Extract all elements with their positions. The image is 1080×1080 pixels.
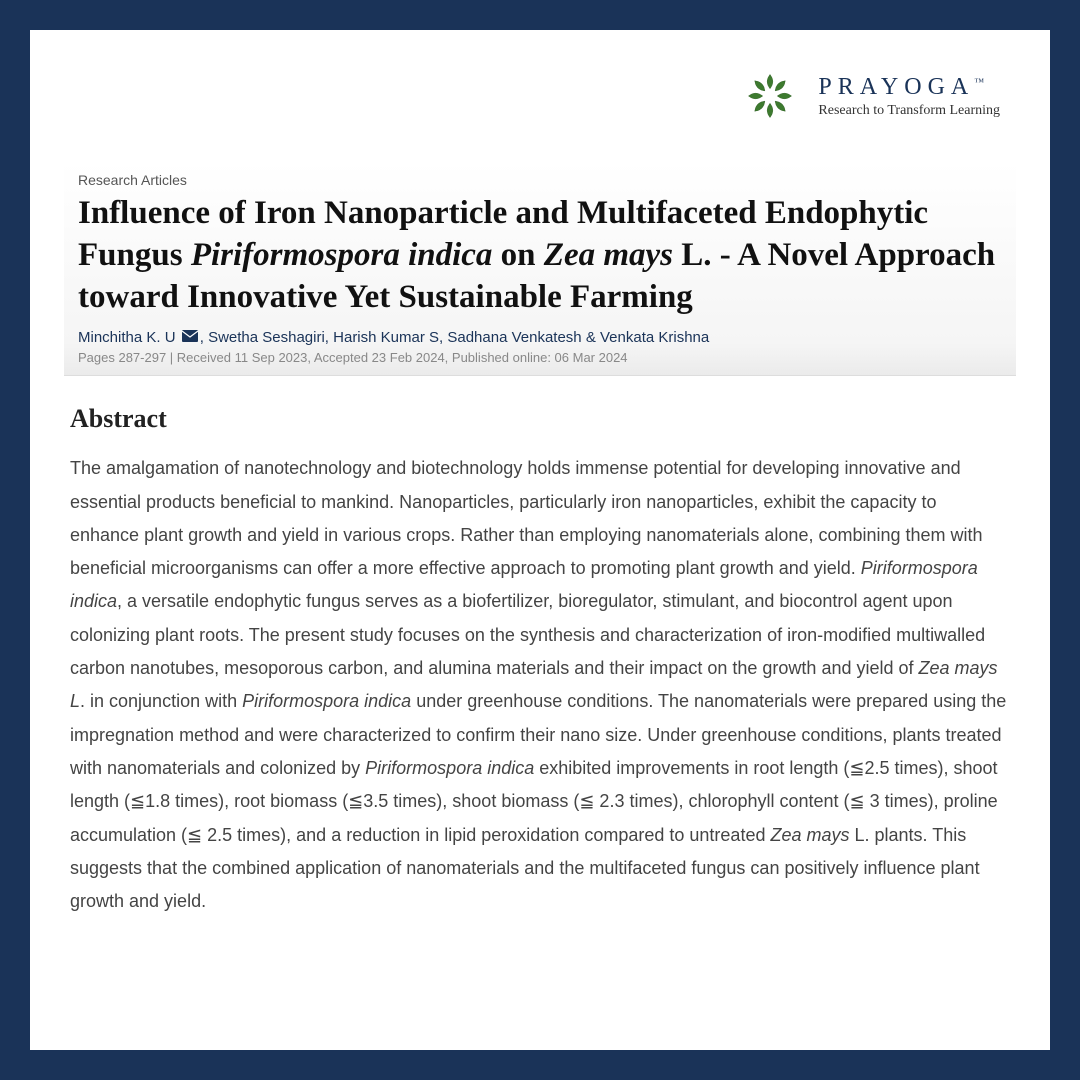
logo-name: PRAYOGA™ (818, 74, 1000, 101)
article-meta: Pages 287-297 | Received 11 Sep 2023, Ac… (78, 350, 1002, 365)
logo-tm: ™ (974, 77, 984, 88)
abstract-italic: Zea mays (770, 825, 849, 845)
author-link[interactable]: Minchitha K. U (78, 329, 176, 346)
title-italic: Piriformospora indica (191, 237, 493, 273)
article-header: Research Articles Influence of Iron Nano… (64, 162, 1016, 376)
logo-text: PRAYOGA™ Research to Transform Learning (818, 74, 1000, 119)
sep: , (200, 329, 208, 346)
abstract-text: , a versatile endophytic fungus serves a… (70, 591, 985, 678)
abstract-body: The amalgamation of nanotechnology and b… (70, 452, 1010, 918)
outer-frame: PRAYOGA™ Research to Transform Learning … (0, 0, 1080, 1080)
authors-line: Minchitha K. U , Swetha Seshagiri, Haris… (78, 329, 1002, 347)
prayoga-logo-icon (734, 60, 806, 132)
abstract-heading: Abstract (70, 404, 1010, 434)
abstract-italic: Piriformospora indica (242, 691, 411, 711)
abstract-italic: Piriformospora indica (365, 758, 534, 778)
title-italic: Zea mays (544, 237, 673, 273)
author-link[interactable]: Venkata Krishna (600, 329, 709, 346)
logo: PRAYOGA™ Research to Transform Learning (734, 60, 1000, 132)
abstract-text: . in conjunction with (80, 691, 242, 711)
logo-area: PRAYOGA™ Research to Transform Learning (70, 60, 1010, 132)
abstract-text: The amalgamation of nanotechnology and b… (70, 458, 983, 578)
author-link[interactable]: Harish Kumar S (333, 329, 439, 346)
logo-tagline: Research to Transform Learning (818, 103, 1000, 119)
author-link[interactable]: Sadhana Venkatesh (447, 329, 581, 346)
article-title: Influence of Iron Nanoparticle and Multi… (78, 192, 1002, 319)
title-text: on (492, 237, 543, 273)
page: PRAYOGA™ Research to Transform Learning … (30, 30, 1050, 1050)
logo-name-text: PRAYOGA (818, 74, 974, 100)
article-type-label: Research Articles (78, 172, 1002, 188)
sep: , (325, 329, 333, 346)
sep: & (582, 329, 600, 346)
mail-icon[interactable] (182, 329, 198, 346)
author-link[interactable]: Swetha Seshagiri (208, 329, 325, 346)
